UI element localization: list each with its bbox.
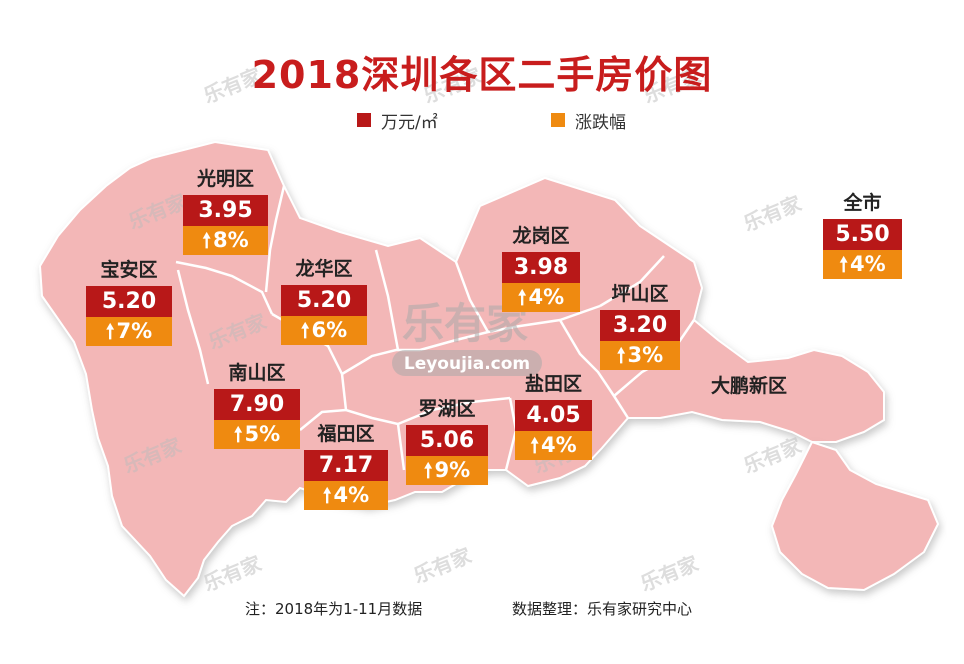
district-change-value: 4% — [528, 285, 565, 309]
svg-text:乐有家: 乐有家 — [200, 551, 266, 596]
district-change-value: 4% — [540, 433, 577, 457]
district-price: 5.06 — [406, 425, 488, 456]
page-title: 2018深圳各区二手房价图 — [251, 53, 713, 97]
district-change: 🠕3% — [600, 341, 680, 370]
district-price: 3.20 — [600, 310, 680, 341]
district-pingshan: 坪山区 3.20 🠕3% — [600, 279, 680, 370]
district-change: 🠕9% — [406, 456, 488, 485]
district-price: 5.50 — [823, 219, 902, 250]
district-longgang: 龙岗区 3.98 🠕4% — [502, 221, 580, 312]
svg-text:乐有家: 乐有家 — [637, 551, 703, 596]
district-price: 7.90 — [214, 389, 300, 420]
district-name: 南山区 — [228, 362, 286, 384]
district-price: 7.17 — [304, 450, 388, 481]
footnote-source: 数据整理：乐有家研究中心 — [512, 600, 693, 618]
district-luohu: 罗湖区 5.06 🠕9% — [406, 394, 488, 485]
district-change-value: 4% — [333, 483, 370, 507]
district-change: 🠕8% — [183, 226, 268, 255]
svg-text:乐有家: 乐有家 — [410, 543, 476, 588]
district-name: 龙岗区 — [512, 225, 570, 247]
district-change-value: 7% — [116, 319, 153, 343]
svg-text:乐有家: 乐有家 — [740, 191, 806, 236]
district-change-value: 5% — [244, 422, 281, 446]
district-name: 坪山区 — [611, 283, 669, 305]
district-price: 5.20 — [86, 286, 172, 317]
watermark-domain: Leyoujia.com — [404, 354, 530, 374]
legend-price: 万元/㎡ — [357, 108, 438, 133]
footnote-note: 注：2018年为1-11月数据 — [245, 600, 423, 618]
up-arrow-icon: 🠕 — [616, 343, 626, 367]
legend-change-swatch — [551, 113, 565, 127]
district-change: 🠕4% — [304, 481, 388, 510]
district-name: 宝安区 — [100, 259, 158, 281]
up-arrow-icon: 🠕 — [202, 228, 211, 252]
district-name: 盐田区 — [524, 373, 582, 395]
up-arrow-icon: 🠕 — [517, 285, 527, 309]
up-arrow-icon: 🠕 — [839, 252, 848, 276]
district-borders — [175, 185, 696, 471]
legend-price-swatch — [357, 113, 371, 127]
district-dapeng-label: 大鹏新区 — [711, 375, 788, 397]
legend-change-label: 涨跌幅 — [575, 112, 626, 133]
district-guangming: 光明区 3.95 🠕8% — [183, 164, 268, 255]
district-name: 光明区 — [196, 168, 254, 190]
district-change-value: 4% — [849, 252, 886, 276]
svg-text:乐有家: 乐有家 — [740, 433, 806, 478]
district-change: 🠕4% — [515, 431, 592, 460]
up-arrow-icon: 🠕 — [530, 433, 539, 457]
district-change: 🠕4% — [823, 250, 902, 279]
district-change-value: 8% — [212, 228, 249, 252]
legend-price-label: 万元/㎡ — [381, 112, 438, 133]
district-citywide: 全市 5.50 🠕4% — [823, 188, 902, 279]
district-price: 3.95 — [183, 195, 268, 226]
district-name: 全市 — [843, 192, 882, 214]
district-futian: 福田区 7.17 🠕4% — [304, 419, 388, 510]
up-arrow-icon: 🠕 — [423, 458, 433, 482]
district-change-value: 9% — [434, 458, 471, 482]
up-arrow-icon: 🠕 — [322, 483, 332, 507]
district-change: 🠕4% — [502, 283, 580, 312]
district-name: 龙华区 — [295, 258, 353, 280]
up-arrow-icon: 🠕 — [233, 422, 243, 446]
up-arrow-icon: 🠕 — [300, 318, 310, 342]
district-name: 福田区 — [317, 423, 375, 445]
up-arrow-icon: 🠕 — [105, 319, 115, 343]
district-yantian: 盐田区 4.05 🠕4% — [515, 369, 592, 460]
district-change-value: 3% — [627, 343, 664, 367]
district-price: 3.98 — [502, 252, 580, 283]
map-dapeng-peninsula — [770, 440, 940, 592]
district-nanshan: 南山区 7.90 🠕5% — [214, 358, 300, 449]
district-baoan: 宝安区 5.20 🠕7% — [86, 255, 172, 346]
legend-change: 涨跌幅 — [551, 108, 626, 133]
district-price: 5.20 — [281, 285, 367, 316]
district-change: 🠕5% — [214, 420, 300, 449]
district-change: 🠕6% — [281, 316, 367, 345]
district-change-value: 6% — [311, 318, 348, 342]
district-change: 🠕7% — [86, 317, 172, 346]
district-longhua: 龙华区 5.20 🠕6% — [281, 254, 367, 345]
district-price: 4.05 — [515, 400, 592, 431]
district-name: 罗湖区 — [418, 398, 476, 420]
